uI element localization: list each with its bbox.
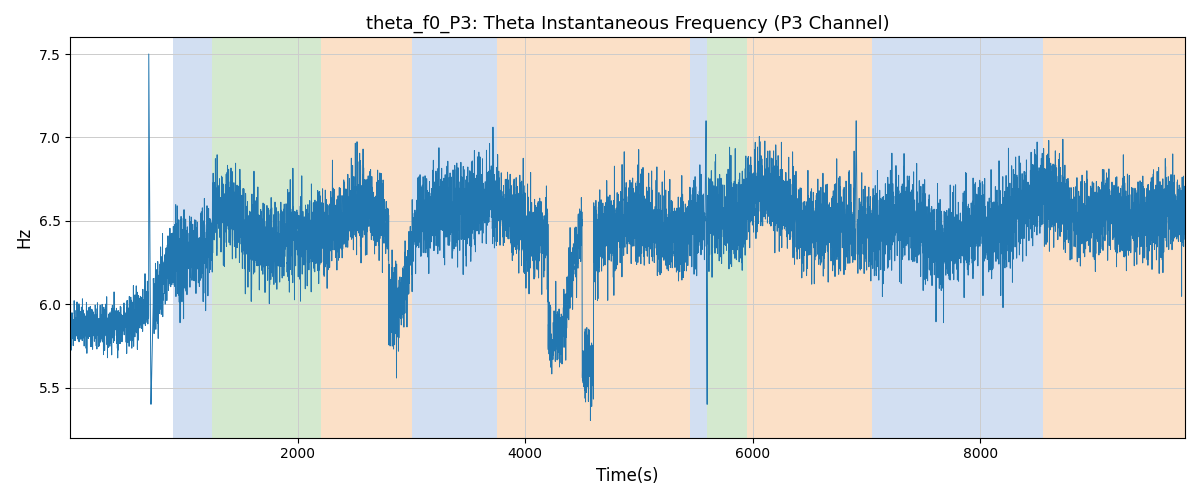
- Bar: [320, 38, 412, 438]
- Bar: [173, 38, 212, 438]
- Bar: [872, 38, 1043, 438]
- Bar: [707, 38, 748, 438]
- Y-axis label: Hz: Hz: [16, 227, 34, 248]
- Bar: [212, 38, 320, 438]
- Bar: [1043, 38, 1186, 438]
- Bar: [497, 38, 690, 438]
- Bar: [690, 38, 707, 438]
- Bar: [412, 38, 497, 438]
- Bar: [748, 38, 872, 438]
- Title: theta_f0_P3: Theta Instantaneous Frequency (P3 Channel): theta_f0_P3: Theta Instantaneous Frequen…: [366, 15, 889, 34]
- X-axis label: Time(s): Time(s): [596, 467, 659, 485]
